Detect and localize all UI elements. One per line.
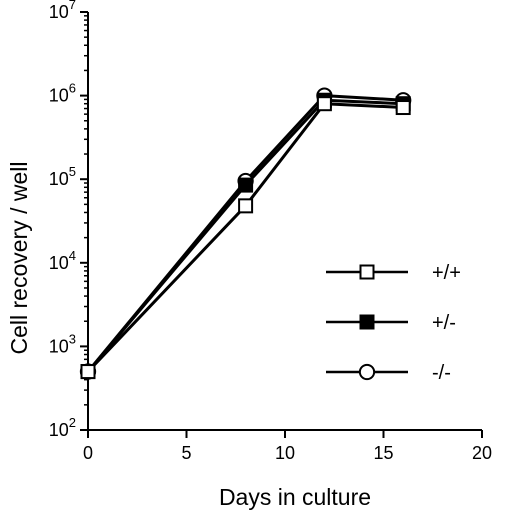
y-tick-label: 107	[49, 0, 76, 22]
series-markers	[80, 96, 411, 380]
series-layer	[79, 87, 412, 380]
series	[86, 94, 404, 373]
data-point	[238, 198, 254, 214]
series-line	[86, 98, 404, 373]
x-tick-label: 0	[83, 443, 93, 463]
x-tick-label: 5	[181, 443, 191, 463]
series-line	[86, 94, 404, 373]
legend-item: -/-	[326, 362, 451, 384]
legend-item: +/-	[326, 312, 456, 334]
x-axis-ticks: 0 5 10 15 20	[83, 430, 492, 463]
y-tick-label: 105	[49, 164, 76, 189]
series-markers	[79, 87, 412, 380]
legend-label: +/+	[432, 262, 461, 284]
legend-item: +/+	[326, 262, 461, 284]
legend-marker	[359, 264, 375, 280]
x-axis-label: Days in culture	[219, 484, 371, 510]
series-line	[86, 102, 404, 373]
y-tick-label: 103	[49, 331, 76, 356]
y-axis-label: Cell recovery / well	[6, 162, 32, 355]
x-tick-label: 10	[275, 443, 295, 463]
series	[86, 102, 404, 373]
data-point	[316, 96, 332, 112]
y-tick-label: 102	[49, 415, 76, 440]
y-tick-label: 106	[49, 81, 76, 106]
legend: +/+ +/- -/-	[326, 262, 461, 384]
legend-label: -/-	[432, 362, 451, 384]
y-tick-label: 104	[49, 248, 76, 273]
legend-label: +/-	[432, 312, 456, 334]
legend-marker	[358, 363, 376, 381]
series-markers	[80, 92, 411, 380]
series	[86, 98, 404, 373]
axes	[87, 12, 482, 431]
y-axis-ticks: 102 103 104 105 106 107	[49, 0, 88, 440]
data-point	[238, 177, 254, 193]
data-point	[80, 364, 96, 380]
legend-marker	[359, 314, 375, 330]
x-tick-label: 20	[472, 443, 492, 463]
data-point	[395, 100, 411, 116]
x-tick-label: 15	[373, 443, 393, 463]
